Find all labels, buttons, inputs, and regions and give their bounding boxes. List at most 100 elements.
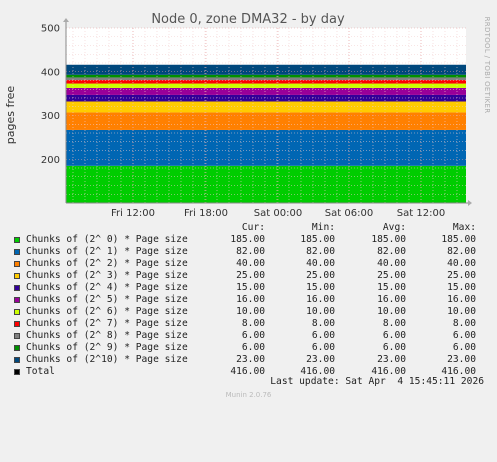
legend-cur: 6.00 — [241, 342, 265, 353]
legend-label: Chunks of (2^ 4) * Page size — [26, 282, 188, 293]
legend-label: Chunks of (2^10) * Page size — [26, 354, 188, 365]
legend-cur: 15.00 — [236, 282, 265, 293]
legend-swatch-total — [14, 369, 20, 375]
legend-swatch — [14, 261, 20, 267]
legend-cur: 185.00 — [230, 234, 265, 245]
legend-avg: 23.00 — [377, 354, 406, 365]
area-band-5 — [66, 87, 466, 95]
legend-min: 8.00 — [311, 318, 335, 329]
legend-avg: 15.00 — [377, 282, 406, 293]
legend-avg: 10.00 — [377, 306, 406, 317]
area-band-0 — [66, 165, 466, 203]
legend-max: 15.00 — [447, 282, 476, 293]
total-min: 416.00 — [300, 366, 335, 377]
munin-version: Munin 2.0.76 — [225, 391, 272, 399]
legend-cur: 23.00 — [236, 354, 265, 365]
legend-max: 25.00 — [447, 270, 476, 281]
y-tick-label: 300 — [41, 111, 60, 122]
legend-avg: 6.00 — [382, 330, 406, 341]
legend-avg: 6.00 — [382, 342, 406, 353]
total-avg: 416.00 — [371, 366, 406, 377]
y-axis-label: pages free — [4, 86, 17, 145]
legend-swatch — [14, 345, 20, 351]
legend-swatch — [14, 357, 20, 363]
legend-label-total: Total — [26, 366, 55, 377]
y-tick-label: 200 — [41, 155, 60, 166]
legend-max: 6.00 — [452, 342, 476, 353]
legend-row: Chunks of (2^ 1) * Page size 82.00 82.00 82… — [12, 246, 490, 258]
legend-avg: 8.00 — [382, 318, 406, 329]
area-band-8 — [66, 77, 466, 81]
area-band-6 — [66, 83, 466, 88]
legend-label: Chunks of (2^ 2) * Page size — [26, 258, 188, 269]
legend-cur: 6.00 — [241, 330, 265, 341]
area-band-3 — [66, 101, 466, 113]
legend-max: 40.00 — [447, 258, 476, 269]
x-tick-label: Sat 12:00 — [397, 208, 445, 219]
legend-max: 185.00 — [441, 234, 476, 245]
legend-avg: 40.00 — [377, 258, 406, 269]
col-avg-header: Avg: — [382, 222, 406, 233]
x-tick-label: Sat 06:00 — [325, 208, 373, 219]
y-tick-label: 400 — [41, 67, 60, 78]
legend-row: Chunks of (2^ 8) * Page size 6.00 6.00 6.00… — [12, 330, 490, 342]
legend-swatch — [14, 273, 20, 279]
legend-label: Chunks of (2^ 5) * Page size — [26, 294, 188, 305]
legend-row: Chunks of (2^ 4) * Page size 15.00 15.00 15… — [12, 282, 490, 294]
x-tick-label: Fri 12:00 — [111, 208, 155, 219]
legend-max: 16.00 — [447, 294, 476, 305]
area-band-4 — [66, 94, 466, 102]
legend-swatch — [14, 309, 20, 315]
x-axis-arrow — [468, 200, 472, 206]
chart: Node 0, zone DMA32 - by day pages free R… — [4, 12, 491, 219]
total-max: 416.00 — [441, 366, 476, 377]
y-tick-label: 500 — [41, 24, 60, 35]
legend-cur: 40.00 — [236, 258, 265, 269]
area-band-1 — [66, 129, 466, 166]
legend-max: 23.00 — [447, 354, 476, 365]
legend-min: 16.00 — [306, 294, 335, 305]
legend-row: Chunks of (2^ 9) * Page size 6.00 6.00 6.00… — [12, 342, 490, 354]
legend-min: 185.00 — [300, 234, 335, 245]
area-band-2 — [66, 112, 466, 130]
col-cur-header: Cur: — [241, 222, 265, 233]
legend-label: Chunks of (2^ 7) * Page size — [26, 318, 188, 329]
legend-avg: 16.00 — [377, 294, 406, 305]
legend-row: Chunks of (2^ 6) * Page size 10.00 10.00 10… — [12, 306, 490, 318]
legend-cur: 25.00 — [236, 270, 265, 281]
chart-title: Node 0, zone DMA32 - by day — [151, 12, 345, 27]
legend-min: 82.00 — [306, 246, 335, 257]
legend-swatch — [14, 333, 20, 339]
last-update: Last update: Sat Apr 4 15:45:11 2026 — [270, 376, 484, 387]
legend-row: Chunks of (2^10) * Page size 23.00 23.00 23… — [12, 354, 490, 366]
legend: Cur: Min: Avg: Max: Chunks of (2^ 0) * P… — [12, 222, 490, 378]
legend-row: Chunks of (2^ 0) * Page size 185.00 185.00… — [12, 234, 490, 246]
legend-header: Cur: Min: Avg: Max: — [12, 222, 490, 234]
legend-row-total: Total 416.00 416.00 416.00 416.00 — [12, 366, 490, 378]
legend-max: 8.00 — [452, 318, 476, 329]
legend-swatch — [14, 297, 20, 303]
area-band-7 — [66, 80, 466, 84]
legend-min: 6.00 — [311, 342, 335, 353]
legend-swatch — [14, 249, 20, 255]
legend-max: 10.00 — [447, 306, 476, 317]
legend-avg: 82.00 — [377, 246, 406, 257]
legend-cur: 8.00 — [241, 318, 265, 329]
legend-cur: 16.00 — [236, 294, 265, 305]
legend-label: Chunks of (2^ 8) * Page size — [26, 330, 188, 341]
legend-avg: 185.00 — [371, 234, 406, 245]
legend-max: 6.00 — [452, 330, 476, 341]
y-axis-arrow — [63, 18, 69, 22]
col-max-header: Max: — [452, 222, 476, 233]
legend-label: Chunks of (2^ 6) * Page size — [26, 306, 188, 317]
total-cur: 416.00 — [230, 366, 265, 377]
legend-row: Chunks of (2^ 3) * Page size 25.00 25.00 25… — [12, 270, 490, 282]
area-band-10 — [66, 64, 466, 75]
legend-min: 23.00 — [306, 354, 335, 365]
legend-label: Chunks of (2^ 9) * Page size — [26, 342, 188, 353]
legend-min: 6.00 — [311, 330, 335, 341]
legend-min: 15.00 — [306, 282, 335, 293]
legend-row: Chunks of (2^ 2) * Page size 40.00 40.00 40… — [12, 258, 490, 270]
legend-row: Chunks of (2^ 5) * Page size 16.00 16.00 16… — [12, 294, 490, 306]
x-tick-label: Fri 18:00 — [184, 208, 228, 219]
